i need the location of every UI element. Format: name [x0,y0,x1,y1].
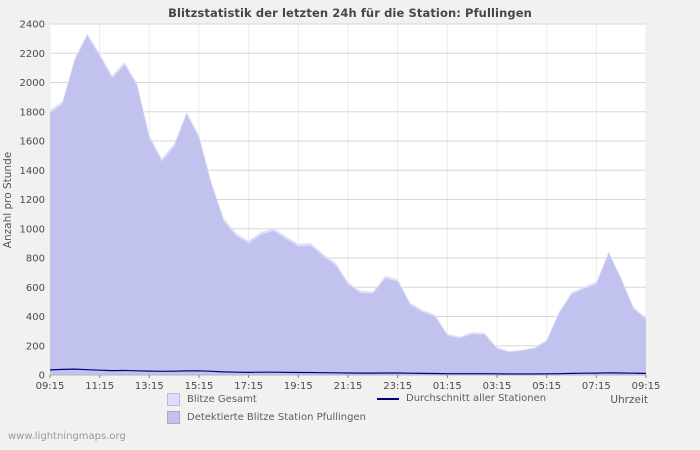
y-tick-label: 1000 [20,224,45,235]
x-axis-title: Uhrzeit [610,394,648,406]
x-tick-label: 03:15 [483,381,512,392]
y-tick-label: 600 [26,283,45,294]
y-tick-label: 800 [26,254,45,265]
chart-title: Blitzstatistik der letzten 24h für die S… [168,6,532,20]
y-tick-label: 1800 [20,107,45,118]
y-tick-label: 1200 [20,195,45,206]
x-tick-label: 23:15 [383,381,412,392]
legend-swatch-avg [377,397,399,400]
legend-swatch-detected [167,411,180,424]
plot-area: 0 200 400 600 800 1000 1200 1400 1600 1800 2000 220… [20,20,661,393]
footer-link[interactable]: www.lightningmaps.org [8,431,126,442]
legend-item-detected: Detektierte Blitze Station Pfullingen [167,411,366,424]
legend-label-total: Blitze Gesamt [187,394,257,405]
x-tick-label: 21:15 [334,381,363,392]
x-tick-label: 09:15 [632,381,661,392]
x-tick-label: 09:15 [36,381,65,392]
legend-label-average: Durchschnitt aller Stationen [406,393,547,404]
legend-item-total: Blitze Gesamt [167,393,257,406]
legend-item-average: Durchschnitt aller Stationen [377,393,546,404]
y-tick-label: 1600 [20,137,45,148]
y-tick-label: 0 [39,371,45,382]
area-series [50,35,646,375]
y-tick-label: 200 [26,341,45,352]
x-tick-label: 07:15 [582,381,611,392]
x-tick-label: 17:15 [234,381,263,392]
x-tick-label: 19:15 [284,381,313,392]
y-tick-label: 1400 [20,166,45,177]
x-tick-label: 05:15 [532,381,561,392]
x-tick-label: 01:15 [433,381,462,392]
x-tick-label: 13:15 [135,381,164,392]
y-tick-label: 2200 [20,49,45,60]
y-tick-label: 400 [26,312,45,323]
y-tick-label: 2400 [20,20,45,31]
legend-label-detected: Detektierte Blitze Station Pfullingen [187,412,366,423]
x-tick-label: 11:15 [85,381,114,392]
average-line [49,368,647,375]
y-tick-label: 2000 [20,78,45,89]
x-tick-label: 15:15 [185,381,214,392]
legend-swatch-total [167,393,180,406]
y-axis-title: Anzahl pro Stunde [2,152,14,248]
